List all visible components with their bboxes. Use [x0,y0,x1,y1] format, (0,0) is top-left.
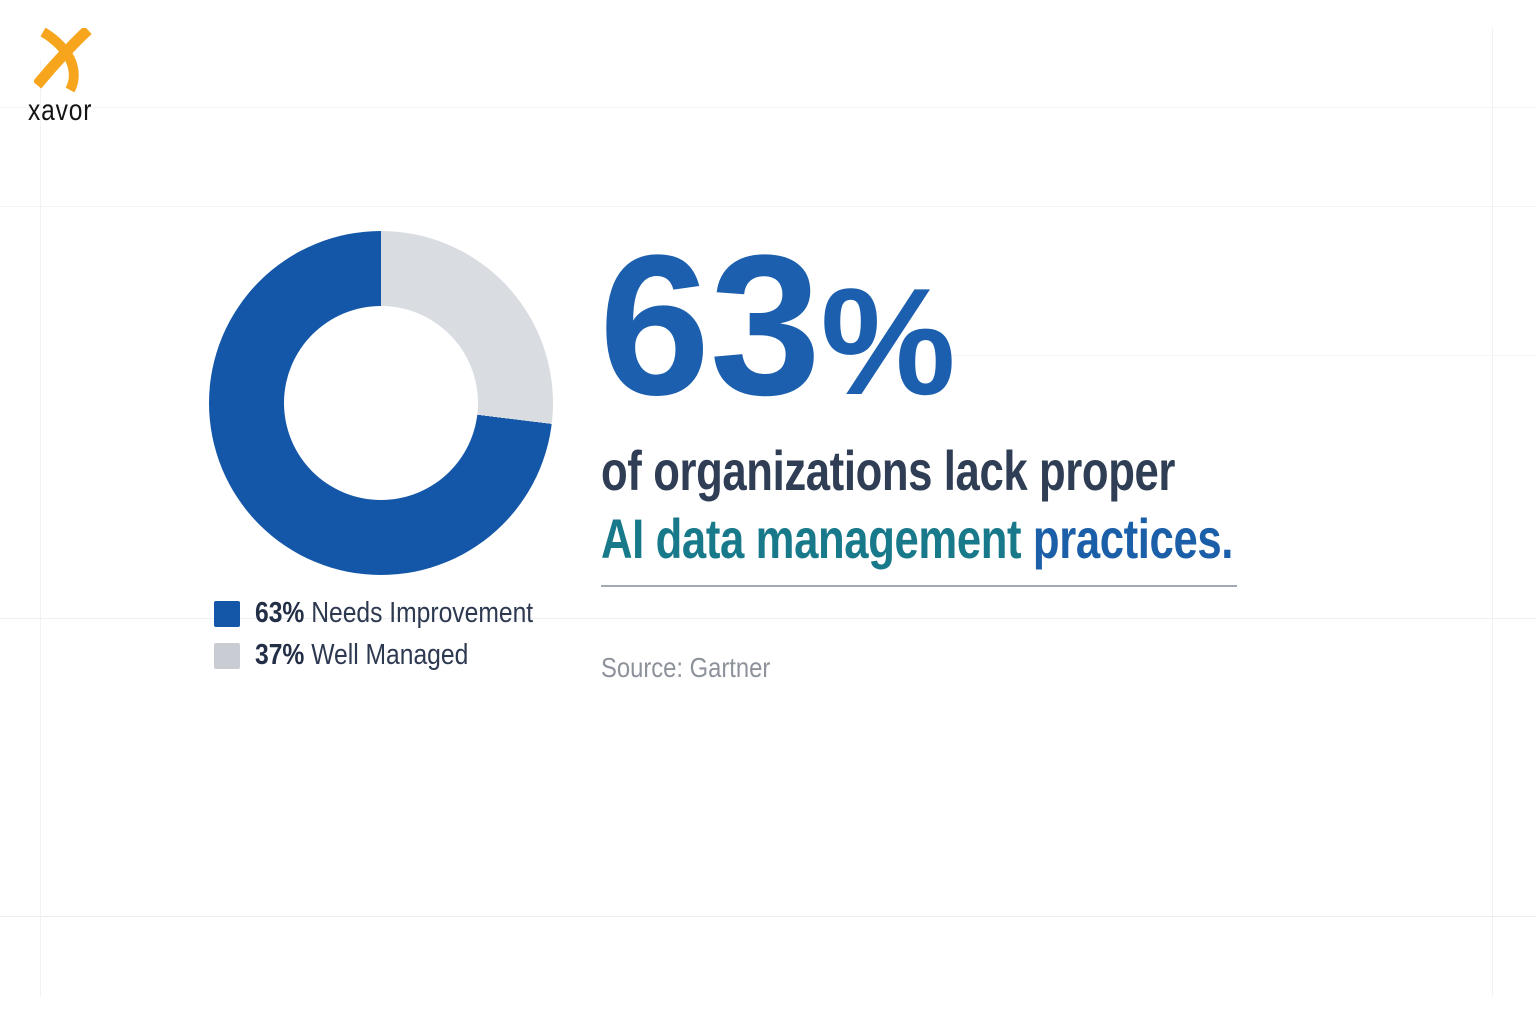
legend-value: 63% [255,597,305,629]
stat-figure: 63% [599,214,956,437]
legend-item-well-managed: 37% Well Managed [214,639,582,671]
grid-line-horizontal [0,916,1536,917]
stat-percent-sign: % [820,257,956,427]
headline-line-2: AI data management practices. [601,505,1233,573]
xavor-x-logo-icon [28,28,118,92]
donut-hole [284,306,478,500]
legend-item-needs-improvement: 63% Needs Improvement [214,597,582,629]
legend-value: 37% [255,639,305,671]
legend-swatch-gray [214,642,240,669]
chart-legend: 63% Needs Improvement 37% Well Managed [214,597,582,671]
grid-line-vertical [40,60,41,996]
legend-label: Needs Improvement [311,597,534,629]
stat-number: 63 [599,214,821,437]
headline-highlight: AI data management [601,507,1022,570]
donut-chart [209,231,553,575]
legend-label: Well Managed [311,639,469,671]
headline-line-1: of organizations lack proper [601,439,1176,502]
headline-end: practices. [1021,507,1233,570]
headline: of organizations lack proper AI data man… [601,437,1411,573]
source-credit: Source: Gartner [601,652,771,683]
brand-wordmark: xavor [28,94,93,127]
grid-line-horizontal [0,206,1536,207]
brand-logo: xavor [28,28,118,128]
legend-swatch-blue [214,600,240,627]
grid-line-vertical [1492,28,1493,996]
divider-line [601,585,1237,587]
grid-line-horizontal [0,107,1536,108]
grid-line-horizontal [950,355,1536,356]
